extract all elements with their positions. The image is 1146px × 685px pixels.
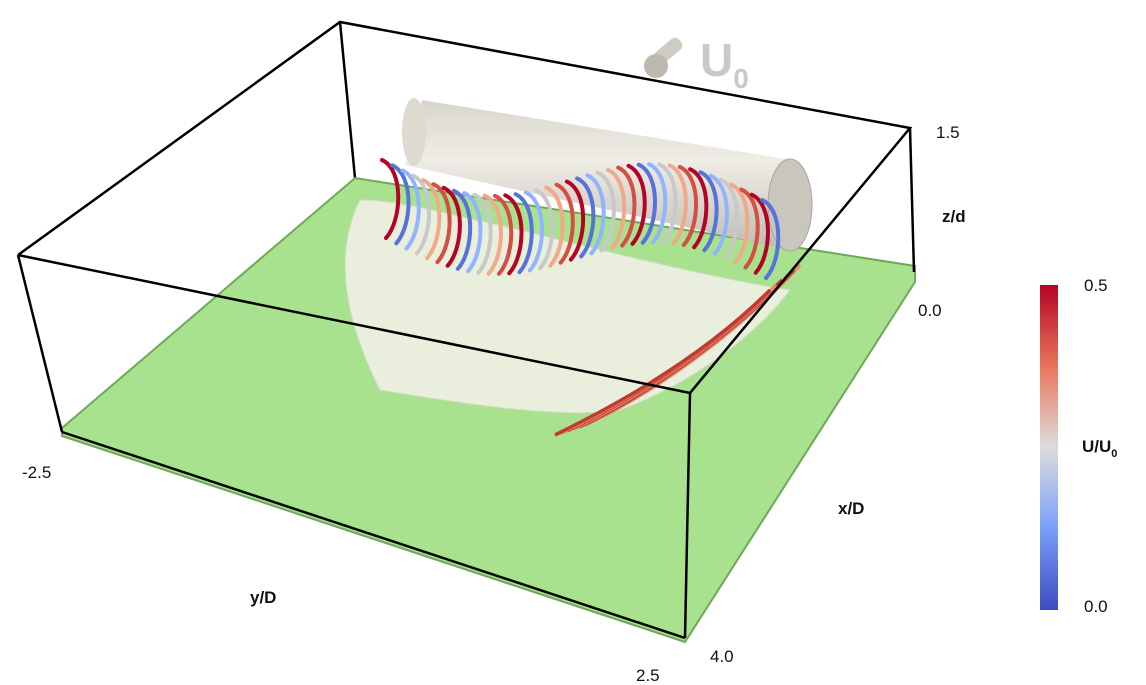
box-back (340, 22, 355, 178)
colorbar-min: 0.0 (1084, 597, 1108, 616)
z-tick: 0.0 (918, 301, 942, 320)
inflow-arrow (644, 35, 685, 78)
z-axis-label: z/d (942, 207, 966, 226)
flow-label: U0 (700, 34, 749, 94)
z-tick: 1.5 (936, 123, 960, 142)
y-tick: 2.5 (636, 666, 660, 685)
colorbar-title: U/U0 (1082, 437, 1117, 460)
visualization: U0 1.5 z/d 0.0 -2.5 y/D 2.5 x/D 4.0 0.5 … (0, 0, 1146, 685)
colorbar-max: 0.5 (1084, 276, 1108, 295)
y-axis-label: y/D (250, 588, 276, 607)
y-tick: -2.5 (22, 463, 51, 482)
colorbar (1040, 285, 1058, 610)
x-axis-label: x/D (838, 499, 864, 518)
x-tick: 4.0 (710, 647, 734, 666)
